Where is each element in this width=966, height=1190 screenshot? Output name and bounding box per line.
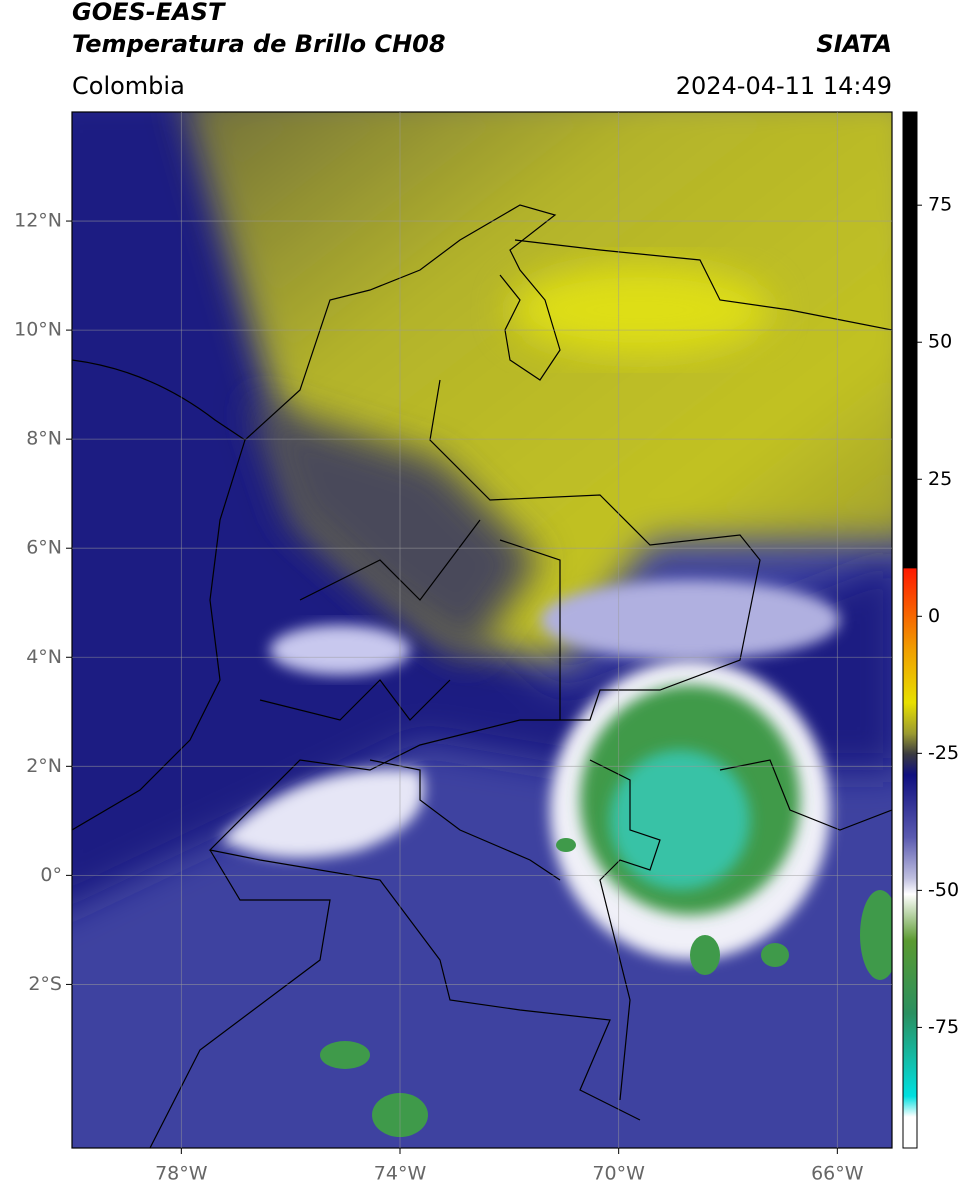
map-frame	[71, 111, 893, 1149]
satellite-image	[72, 112, 892, 1148]
colorbar-tick-label: 50	[928, 331, 952, 353]
colorbar-tick-label: 75	[928, 194, 952, 216]
x-tick-label: 74°W	[374, 1163, 427, 1185]
colorbar-tick-label: 25	[928, 468, 952, 490]
subtitle: Temperatura de Brillo CH08	[72, 30, 446, 58]
region: Colombia	[72, 72, 185, 100]
colorbar	[902, 111, 918, 1149]
y-tick-label: 12°N	[14, 210, 62, 232]
colorbar-tick-label: -25	[928, 742, 959, 764]
colorbar-tick-label: 0	[928, 605, 940, 627]
y-tick-label: 2°N	[26, 755, 62, 777]
datetime: 2024-04-11 14:49	[676, 72, 892, 100]
y-tick-label: 6°N	[26, 537, 62, 559]
x-tick-label: 66°W	[811, 1163, 864, 1185]
y-tick-label: 0°	[40, 864, 62, 886]
colorbar-tick-label: -50	[928, 879, 959, 901]
y-tick-label: 10°N	[14, 319, 62, 341]
source: SIATA	[816, 30, 892, 58]
y-tick-label: 2°S	[28, 973, 62, 995]
colorbar-tick-label: -75	[928, 1016, 959, 1038]
y-tick-label: 4°N	[26, 646, 62, 668]
title: GOES-EAST	[72, 0, 226, 26]
x-tick-label: 70°W	[592, 1163, 645, 1185]
y-tick-label: 8°N	[26, 428, 62, 450]
x-tick-label: 78°W	[155, 1163, 208, 1185]
